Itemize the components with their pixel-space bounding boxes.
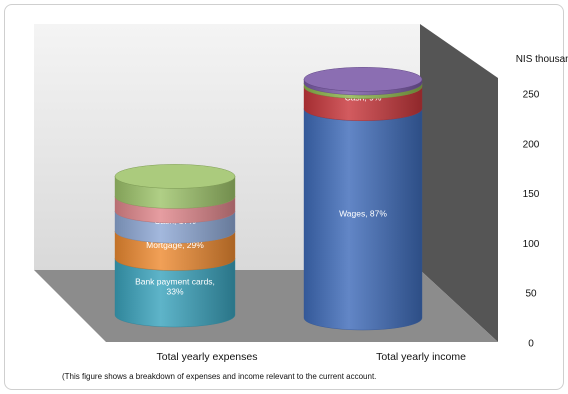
y-tick-label: 200 [523,139,540,150]
footnote: (This figure shows a breakdown of expens… [62,372,377,381]
y-tick-label: 0 [528,339,534,350]
unit-label: NIS thousand [516,54,568,65]
segment-label: Wages, 87% [339,208,387,218]
stack-income: Wages, 87%Cash, 9%Checks, 2%Other, 2% [303,67,423,331]
side-wall [420,24,498,342]
stack-expenses: Bank payment cards,33%Mortgage, 29%Cash,… [114,164,236,328]
floor [34,270,498,342]
category-label: Total yearly income [376,351,466,363]
y-tick-label: 150 [523,189,540,200]
category-label: Total yearly expenses [157,351,258,363]
stack-top-cap [303,67,423,92]
y-tick-label: 50 [525,289,537,300]
y-tick-label: 250 [523,90,540,101]
stack-top-cap [114,164,236,189]
segment-label: Bank payment cards, 33% [135,277,215,297]
segment-label: Mortgage, 29% [146,240,204,250]
segment-body [303,108,423,331]
y-tick-label: 100 [523,239,540,250]
